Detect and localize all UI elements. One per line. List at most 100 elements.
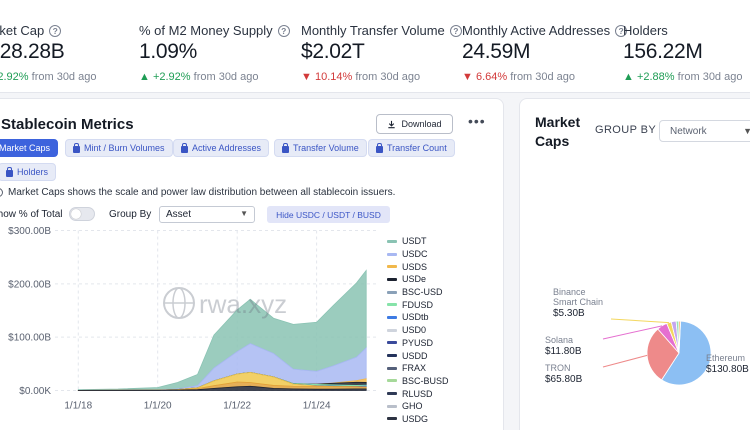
legend-swatch	[387, 328, 397, 332]
legend-item[interactable]: GHO	[387, 400, 467, 413]
chevron-down-icon: ▼	[240, 209, 248, 218]
help-icon[interactable]: ?	[615, 24, 628, 37]
tab-active-addresses[interactable]: Active Addresses	[173, 139, 270, 157]
metric-period: from 30d ago	[193, 71, 259, 83]
x-tick-label: 1/1/20	[144, 401, 172, 412]
metric-change: +2.92%	[0, 71, 29, 83]
legend-item[interactable]: BSC-BUSD	[387, 375, 467, 388]
change-down-icon: ▼	[301, 71, 312, 83]
pie-slice-value: $65.80B	[545, 374, 583, 385]
area-series-group	[77, 269, 367, 391]
metric-period: from 30d ago	[510, 71, 576, 83]
pie-slice-label: Binance	[553, 287, 586, 297]
metric-value: 156.22M	[623, 40, 703, 63]
pie-slice-label: Smart Chain	[553, 297, 603, 307]
y-tick-label: $200.00B	[8, 279, 51, 290]
legend-label: USDe	[402, 274, 427, 285]
help-icon[interactable]: ?	[49, 24, 62, 37]
tab-mint-burn-volumes[interactable]: Mint / Burn Volumes	[65, 139, 173, 157]
download-button[interactable]: Download	[376, 114, 453, 134]
group-by-select[interactable]: Asset ▼	[159, 206, 255, 223]
lock-icon	[73, 142, 80, 153]
legend-label: USDS	[402, 261, 428, 272]
x-tick-label: 1/1/18	[64, 401, 92, 412]
lock-icon	[376, 142, 383, 153]
description-text: Market Caps shows the scale and power la…	[8, 187, 396, 198]
tab-transfer-volume[interactable]: Transfer Volume	[274, 139, 367, 157]
tab-holders[interactable]: Holders	[0, 163, 57, 181]
pie-leader-line	[602, 325, 663, 340]
legend-swatch	[387, 277, 397, 281]
tab-market-caps[interactable]: Market Caps	[0, 139, 59, 157]
legend-label: USDC	[402, 249, 428, 260]
legend-item[interactable]: USDG	[387, 413, 467, 426]
tab-transfer-count[interactable]: Transfer Count	[368, 139, 455, 157]
legend-label: RLUSD	[402, 388, 433, 399]
pie-slice-value: $130.80B	[706, 364, 749, 375]
metric-label: Monthly Transfer Volume	[301, 23, 445, 38]
metric-period: from 30d ago	[31, 71, 97, 83]
x-tick-label: 1/1/24	[303, 401, 331, 412]
metric-change: +2.88%	[636, 71, 675, 83]
pie-chart-svg: Ethereum$130.80BTRON$65.80BSolana$11.80B…	[545, 287, 749, 386]
pie-slice[interactable]	[646, 328, 680, 381]
lock-icon	[6, 166, 13, 177]
legend-item[interactable]: USDtb	[387, 311, 467, 324]
legend-item[interactable]: USDS	[387, 260, 467, 273]
pie-leader-line	[701, 356, 710, 364]
market-cap-area-chart: $0.00K $100.00B $200.00B $300.00B 1/1/18 1/1/…	[1, 226, 381, 430]
legend-item[interactable]: PYUSD	[387, 337, 467, 350]
help-icon[interactable]: ?	[277, 24, 290, 37]
legend-item[interactable]: RLUSD	[387, 387, 467, 400]
metric-value: $228.28B	[0, 40, 65, 63]
show-percent-toggle[interactable]	[69, 207, 95, 221]
hide-majors-button[interactable]: Hide USDC / USDT / BUSD	[267, 206, 390, 223]
help-icon[interactable]: ?	[449, 24, 462, 37]
tab-label: Transfer Count	[387, 143, 447, 153]
legend-swatch	[387, 303, 397, 307]
globe-meridian	[172, 287, 186, 319]
panel-title: Market Caps	[535, 114, 581, 149]
pie-slice-label: Ethereum	[706, 353, 745, 363]
pie-slice-value: $11.80B	[545, 346, 582, 357]
stablecoin-metrics-panel: Stablecoin Metrics Download ••• Market C…	[0, 98, 504, 430]
legend-label: USDtb	[402, 312, 429, 323]
legend-item[interactable]: USD0	[387, 324, 467, 337]
x-tick-label: 1/1/22	[223, 401, 251, 412]
metric-change: 6.64%	[475, 71, 508, 83]
legend-swatch	[387, 392, 397, 396]
tab-label: Market Caps	[0, 143, 51, 153]
network-select[interactable]: Network ▼	[659, 120, 750, 142]
panel-title: Stablecoin Metrics	[1, 116, 134, 133]
legend-item[interactable]: USDT	[387, 235, 467, 248]
legend-swatch	[387, 366, 397, 370]
lock-icon	[181, 142, 188, 153]
legend-item[interactable]: BSC-USD	[387, 286, 467, 299]
legend-item[interactable]: FDUSD	[387, 298, 467, 311]
change-up-icon: ▲	[623, 71, 634, 83]
legend-swatch	[387, 341, 397, 345]
legend-item[interactable]: USDC	[387, 248, 467, 261]
legend-swatch	[387, 417, 397, 421]
legend-item[interactable]: USDD	[387, 349, 467, 362]
tab-label: Transfer Volume	[293, 143, 359, 153]
more-options-icon[interactable]: •••	[468, 113, 486, 129]
network-pie-chart: Ethereum $130.80B TRON $65.80B Solana $11.80B…	[520, 99, 750, 430]
area-series-other	[77, 385, 367, 391]
watermark: rwa.xyz	[163, 287, 287, 319]
area-chart-svg: $0.00K $100.00B $200.00B $300.00B 1/1/18 1/1/…	[8, 226, 376, 412]
watermark-text: rwa.xyz	[199, 289, 287, 319]
legend-swatch	[387, 315, 397, 319]
show-percent-label: Show % of Total	[0, 209, 63, 220]
chart-legend: USDT USDC USDS USDe BSC-USD FDUSD USDtb USD0 PYU…	[387, 235, 467, 425]
pie-label-ethereum: Ethereum$130.80B	[701, 353, 749, 375]
pie-slice[interactable]	[678, 320, 682, 354]
network-market-caps-panel: Market Caps GROUP BY Network ▼ Ethereum $…	[519, 98, 750, 430]
group-by-label: GROUP BY	[595, 124, 657, 136]
download-label: Download	[401, 119, 442, 129]
legend-label: USD0	[402, 325, 427, 336]
legend-item[interactable]: FRAX	[387, 362, 467, 375]
legend-item[interactable]: USDe	[387, 273, 467, 286]
tab-label: Mint / Burn Volumes	[84, 143, 165, 153]
pie-leader-line	[610, 318, 670, 324]
